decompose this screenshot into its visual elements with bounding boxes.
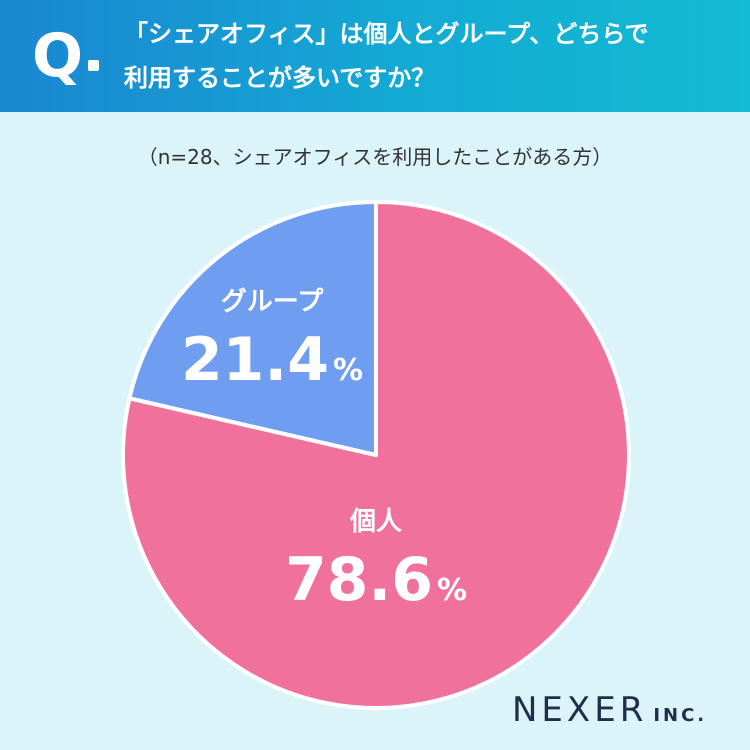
q-letter: Q [32, 21, 84, 91]
slice-value-group: 21.4% [181, 325, 363, 395]
slice-label-group: グループ [221, 287, 324, 317]
nexer-logo: NEXER INC. [512, 690, 707, 730]
logo-sub-text: INC. [653, 705, 708, 726]
sample-note: （n=28、シェアオフィスを利用したことがある方） [137, 145, 613, 169]
question-header: Q 「シェアオフィス」は個人とグループ、どちらで 利用することが多いですか？ [0, 0, 750, 112]
slice-value-individual: 78.6% [285, 545, 467, 615]
logo-main-text: NEXER [512, 690, 648, 730]
pie-slice-group [127, 200, 378, 457]
question-text: 「シェアオフィス」は個人とグループ、どちらで 利用することが多いですか？ [124, 12, 724, 100]
q-dot-icon [88, 60, 99, 71]
question-line-2: 利用することが多いですか？ [124, 64, 436, 92]
slice-label-individual: 個人 [349, 507, 402, 537]
question-line-1: 「シェアオフィス」は個人とグループ、どちらで [124, 20, 649, 48]
